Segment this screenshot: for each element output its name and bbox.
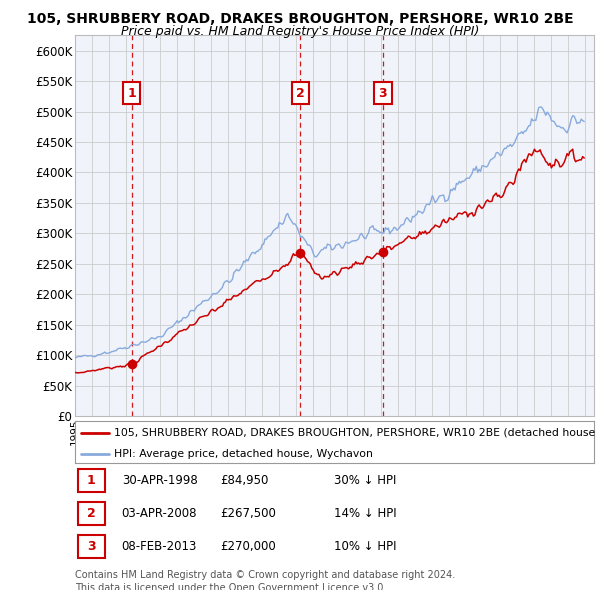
Text: £267,500: £267,500 xyxy=(220,507,276,520)
Text: 2: 2 xyxy=(87,507,95,520)
Text: 105, SHRUBBERY ROAD, DRAKES BROUGHTON, PERSHORE, WR10 2BE: 105, SHRUBBERY ROAD, DRAKES BROUGHTON, P… xyxy=(26,12,574,26)
Text: 30-APR-1998: 30-APR-1998 xyxy=(122,474,197,487)
FancyBboxPatch shape xyxy=(77,535,104,558)
Text: Price paid vs. HM Land Registry's House Price Index (HPI): Price paid vs. HM Land Registry's House … xyxy=(121,25,479,38)
Text: 03-APR-2008: 03-APR-2008 xyxy=(122,507,197,520)
Text: 1: 1 xyxy=(87,474,95,487)
Text: £84,950: £84,950 xyxy=(220,474,269,487)
Text: HPI: Average price, detached house, Wychavon: HPI: Average price, detached house, Wych… xyxy=(114,449,373,459)
Text: 2: 2 xyxy=(296,87,305,100)
Text: 30% ↓ HPI: 30% ↓ HPI xyxy=(335,474,397,487)
Text: This data is licensed under the Open Government Licence v3.0.: This data is licensed under the Open Gov… xyxy=(75,583,386,590)
Text: Contains HM Land Registry data © Crown copyright and database right 2024.: Contains HM Land Registry data © Crown c… xyxy=(75,570,455,580)
Text: 08-FEB-2013: 08-FEB-2013 xyxy=(122,540,197,553)
Text: 14% ↓ HPI: 14% ↓ HPI xyxy=(335,507,397,520)
Text: 3: 3 xyxy=(87,540,95,553)
Text: £270,000: £270,000 xyxy=(220,540,276,553)
FancyBboxPatch shape xyxy=(77,469,104,491)
Text: 1: 1 xyxy=(127,87,136,100)
Text: 10% ↓ HPI: 10% ↓ HPI xyxy=(335,540,397,553)
FancyBboxPatch shape xyxy=(77,502,104,525)
Text: 3: 3 xyxy=(379,87,387,100)
Text: 105, SHRUBBERY ROAD, DRAKES BROUGHTON, PERSHORE, WR10 2BE (detached house: 105, SHRUBBERY ROAD, DRAKES BROUGHTON, P… xyxy=(114,428,595,438)
